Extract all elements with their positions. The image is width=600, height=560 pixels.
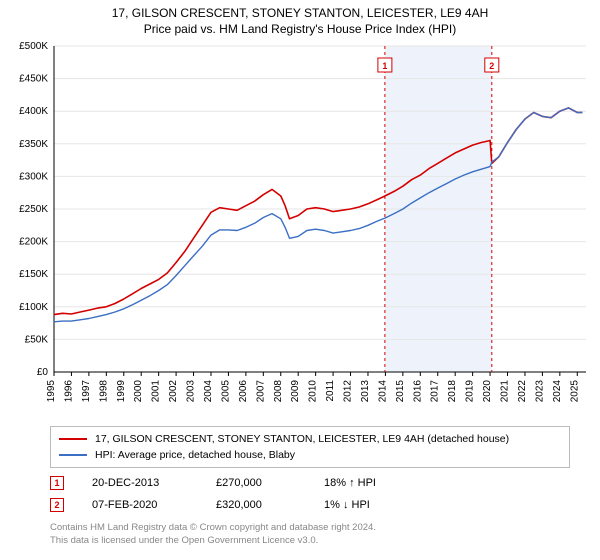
svg-text:£200K: £200K (19, 237, 48, 248)
legend-row: HPI: Average price, detached house, Blab… (59, 447, 561, 463)
tx-date: 07-FEB-2020 (92, 499, 188, 511)
svg-text:2: 2 (489, 61, 494, 71)
legend: 17, GILSON CRESCENT, STONEY STANTON, LEI… (50, 426, 570, 468)
svg-text:£100K: £100K (19, 302, 48, 313)
price-chart: £0 £50K £100K £150K £200K £250K £300K £350K £400… (0, 38, 600, 420)
svg-text:2020: 2020 (482, 380, 493, 403)
tx-price: £270,000 (216, 477, 296, 489)
svg-text:1999: 1999 (116, 380, 127, 403)
table-row: 2 07-FEB-2020 £320,000 1% ↓ HPI (50, 494, 570, 516)
svg-text:£350K: £350K (19, 139, 48, 150)
svg-text:2009: 2009 (290, 380, 301, 403)
svg-text:2014: 2014 (377, 380, 388, 403)
footnote-line: This data is licensed under the Open Gov… (50, 535, 570, 548)
svg-text:2022: 2022 (517, 380, 528, 403)
legend-swatch-subject (59, 438, 87, 440)
chart-svg: £0 £50K £100K £150K £200K £250K £300K £350K £400… (0, 38, 600, 420)
svg-text:2007: 2007 (255, 380, 266, 403)
svg-text:2005: 2005 (220, 380, 231, 403)
legend-label-subject: 17, GILSON CRESCENT, STONEY STANTON, LEI… (95, 433, 509, 445)
svg-text:2012: 2012 (343, 380, 354, 403)
svg-text:1998: 1998 (98, 380, 109, 403)
tx-marker-1: 1 (50, 476, 64, 490)
footnote-line: Contains HM Land Registry data © Crown c… (50, 522, 570, 535)
svg-text:2015: 2015 (395, 380, 406, 403)
svg-text:1996: 1996 (63, 380, 74, 403)
title-sub: Price paid vs. HM Land Registry's House … (8, 22, 592, 36)
svg-text:£300K: £300K (19, 171, 48, 182)
svg-text:£250K: £250K (19, 204, 48, 215)
svg-text:2023: 2023 (534, 380, 545, 403)
svg-text:2018: 2018 (447, 380, 458, 403)
svg-text:1997: 1997 (81, 380, 92, 403)
title-block: 17, GILSON CRESCENT, STONEY STANTON, LEI… (0, 0, 600, 38)
transaction-table: 1 20-DEC-2013 £270,000 18% ↑ HPI 2 07-FE… (50, 472, 570, 516)
svg-text:£50K: £50K (25, 334, 49, 345)
svg-text:2017: 2017 (430, 380, 441, 403)
svg-text:2024: 2024 (552, 380, 563, 403)
svg-text:2016: 2016 (412, 380, 423, 403)
tx-date: 20-DEC-2013 (92, 477, 188, 489)
table-row: 1 20-DEC-2013 £270,000 18% ↑ HPI (50, 472, 570, 494)
svg-text:2002: 2002 (168, 380, 179, 403)
svg-text:£400K: £400K (19, 106, 48, 117)
svg-text:2021: 2021 (500, 380, 511, 403)
svg-text:2003: 2003 (186, 380, 197, 403)
svg-text:2010: 2010 (308, 380, 319, 403)
tx-pct: 1% ↓ HPI (324, 499, 414, 511)
footnote: Contains HM Land Registry data © Crown c… (50, 522, 570, 548)
tx-marker-2: 2 (50, 498, 64, 512)
legend-label-hpi: HPI: Average price, detached house, Blab… (95, 449, 295, 461)
tx-pct: 18% ↑ HPI (324, 477, 414, 489)
svg-text:2013: 2013 (360, 380, 371, 403)
svg-text:2019: 2019 (465, 380, 476, 403)
svg-text:2025: 2025 (569, 380, 580, 403)
svg-text:£450K: £450K (19, 74, 48, 85)
svg-text:£150K: £150K (19, 269, 48, 280)
svg-text:£0: £0 (37, 367, 49, 378)
svg-text:£500K: £500K (19, 41, 48, 52)
svg-text:2000: 2000 (133, 380, 144, 403)
tx-price: £320,000 (216, 499, 296, 511)
legend-swatch-hpi (59, 454, 87, 456)
svg-text:2006: 2006 (238, 380, 249, 403)
svg-text:2008: 2008 (273, 380, 284, 403)
svg-text:2001: 2001 (151, 380, 162, 403)
svg-text:2004: 2004 (203, 380, 214, 403)
svg-text:1: 1 (382, 61, 387, 71)
svg-text:1995: 1995 (46, 380, 57, 403)
title-main: 17, GILSON CRESCENT, STONEY STANTON, LEI… (8, 6, 592, 20)
legend-row: 17, GILSON CRESCENT, STONEY STANTON, LEI… (59, 431, 561, 447)
svg-text:2011: 2011 (325, 380, 336, 402)
